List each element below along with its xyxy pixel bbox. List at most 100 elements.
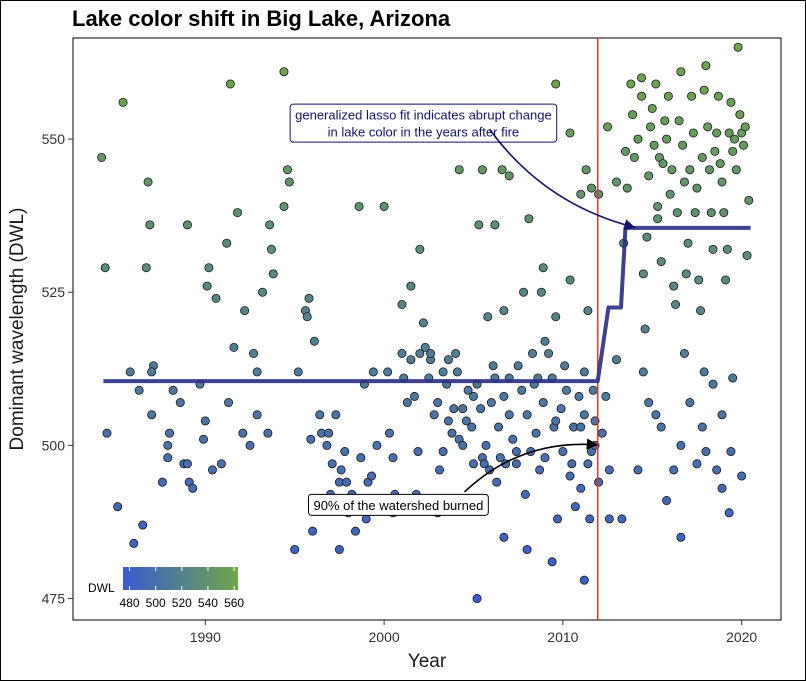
data-point bbox=[699, 85, 709, 95]
data-point bbox=[574, 391, 584, 401]
data-point bbox=[581, 165, 591, 175]
lasso-note-box bbox=[289, 103, 558, 143]
data-point bbox=[224, 398, 234, 408]
data-point bbox=[604, 514, 614, 524]
data-point bbox=[690, 208, 700, 218]
data-point bbox=[701, 61, 711, 71]
data-point bbox=[676, 67, 686, 77]
data-point bbox=[283, 165, 293, 175]
data-point bbox=[113, 502, 123, 512]
data-point bbox=[147, 367, 157, 377]
data-point bbox=[379, 201, 389, 211]
data-point bbox=[309, 336, 319, 346]
data-point bbox=[245, 440, 255, 450]
data-point bbox=[628, 110, 638, 120]
data-point bbox=[433, 398, 443, 408]
data-point bbox=[388, 453, 398, 463]
data-point bbox=[676, 440, 686, 450]
data-point bbox=[679, 349, 689, 359]
data-point bbox=[551, 416, 561, 426]
data-point bbox=[601, 391, 611, 401]
data-point bbox=[200, 416, 210, 426]
data-point bbox=[435, 465, 445, 475]
data-point bbox=[669, 281, 679, 291]
data-point bbox=[511, 447, 521, 457]
data-point bbox=[211, 293, 221, 303]
data-point bbox=[717, 410, 727, 420]
data-point bbox=[468, 391, 478, 401]
data-point bbox=[102, 428, 112, 438]
data-point bbox=[522, 545, 532, 555]
data-point bbox=[182, 459, 192, 469]
data-point bbox=[451, 349, 461, 359]
data-point bbox=[467, 422, 477, 432]
data-point bbox=[492, 477, 502, 487]
data-point bbox=[658, 159, 668, 169]
data-point bbox=[322, 440, 332, 450]
data-point bbox=[728, 373, 738, 383]
y-tick-label: 475 bbox=[42, 591, 66, 607]
data-point bbox=[561, 385, 571, 395]
x-tick-label: 1990 bbox=[190, 629, 221, 645]
data-point bbox=[232, 208, 242, 218]
legend-title: DWL bbox=[88, 581, 115, 595]
data-point bbox=[708, 379, 718, 389]
data-point bbox=[182, 220, 192, 230]
data-point bbox=[706, 208, 716, 218]
data-point bbox=[644, 398, 654, 408]
data-point bbox=[517, 385, 527, 395]
data-point bbox=[340, 447, 350, 457]
data-point bbox=[531, 428, 541, 438]
lasso-fit-line bbox=[103, 225, 751, 384]
data-point bbox=[656, 257, 666, 267]
data-point bbox=[653, 201, 663, 211]
data-point bbox=[302, 312, 312, 322]
data-point bbox=[449, 404, 459, 414]
data-point bbox=[697, 422, 707, 432]
data-point bbox=[420, 342, 430, 352]
data-point bbox=[118, 97, 128, 107]
data-point bbox=[308, 526, 318, 536]
data-point bbox=[383, 367, 393, 377]
data-point bbox=[249, 349, 259, 359]
data-point bbox=[712, 128, 722, 138]
data-point bbox=[472, 594, 482, 604]
data-point bbox=[730, 134, 740, 144]
data-point bbox=[576, 483, 586, 493]
data-point bbox=[570, 502, 580, 512]
data-point bbox=[538, 263, 548, 273]
data-point bbox=[331, 410, 341, 420]
data-point bbox=[304, 293, 314, 303]
data-point bbox=[290, 545, 300, 555]
data-point bbox=[350, 526, 360, 536]
data-point bbox=[688, 128, 698, 138]
data-point bbox=[662, 496, 672, 506]
data-point bbox=[617, 514, 627, 524]
data-point bbox=[499, 391, 509, 401]
data-point bbox=[384, 428, 394, 438]
data-point bbox=[647, 103, 657, 113]
data-point bbox=[717, 177, 727, 187]
data-point bbox=[426, 349, 436, 359]
data-point bbox=[676, 532, 686, 542]
data-point bbox=[504, 410, 514, 420]
data-point bbox=[188, 483, 198, 493]
data-point bbox=[356, 453, 366, 463]
color-legend: DWL 480 500 520 540 560 bbox=[88, 567, 244, 610]
data-point bbox=[443, 355, 453, 365]
data-point bbox=[558, 447, 568, 457]
legend-label: 540 bbox=[198, 596, 218, 610]
data-point bbox=[483, 312, 493, 322]
data-point bbox=[306, 434, 316, 444]
data-point bbox=[147, 410, 157, 420]
data-point bbox=[279, 67, 289, 77]
data-point bbox=[266, 244, 276, 254]
legend-labels: 480 500 520 540 560 bbox=[120, 567, 244, 610]
data-point bbox=[354, 201, 364, 211]
data-point bbox=[157, 477, 167, 487]
data-point bbox=[735, 110, 745, 120]
data-point bbox=[141, 263, 151, 273]
data-point bbox=[726, 97, 736, 107]
data-point bbox=[594, 189, 604, 199]
data-point bbox=[597, 428, 607, 438]
